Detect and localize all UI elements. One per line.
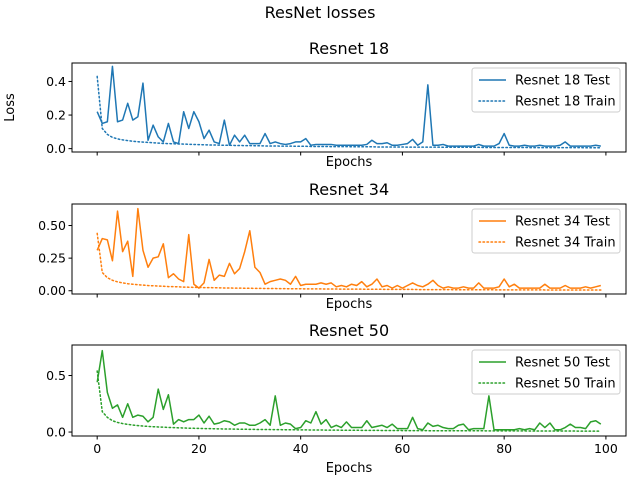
y-tick-label: 0.4 (46, 74, 66, 89)
legend-entry-label: Resnet 34 Test (515, 215, 610, 230)
axes-frame (71, 344, 627, 437)
series-group (96, 65, 602, 149)
series-line-train (96, 370, 602, 432)
subplot-title: Resnet 50 (309, 321, 389, 340)
figure-suptitle: ResNet losses (265, 3, 376, 22)
legend: Resnet 50 Test Resnet 50 Train (471, 349, 621, 395)
x-axis-label: Epochs (326, 297, 373, 312)
y-tick-label: 0.25 (38, 251, 66, 266)
axes-frame (71, 62, 627, 153)
legend: Resnet 34 Test Resnet 34 Train (471, 208, 621, 254)
x-axis-label: Epochs (326, 461, 373, 476)
x-tick-label: 0 (93, 441, 101, 456)
x-tick-label: 40 (293, 441, 309, 456)
x-tick-label: 20 (191, 441, 207, 456)
series-line-test (96, 65, 601, 147)
legend-frame (471, 208, 621, 254)
legend-entry-label: Resnet 18 Test (515, 74, 610, 89)
legend-frame (471, 349, 621, 395)
subplot-title: Resnet 18 (309, 39, 389, 58)
subplot-title: Resnet 34 (309, 180, 389, 199)
series-line-test (96, 207, 602, 289)
y-axis-label: Loss (3, 93, 18, 122)
y-tick-label: 0.0 (46, 425, 66, 440)
subplot-1: Resnet 18 0.0 0.2 0.4 Epochs Loss Resnet 18 Te… (3, 39, 627, 170)
y-tick-label: 0.5 (46, 368, 66, 383)
series-line-train (96, 232, 602, 291)
x-tick-label: 100 (594, 441, 618, 456)
series-group (96, 207, 602, 291)
subplot-3: Resnet 50 0.0 0.5 0 20 40 60 80 100 Epochs Resnet … (46, 321, 627, 476)
subplots-container: Resnet 18 0.0 0.2 0.4 Epochs Loss Resnet 18 Te… (3, 39, 627, 476)
series-line-test (96, 349, 602, 431)
series-group (96, 349, 602, 432)
x-tick-label: 80 (496, 441, 512, 456)
legend-frame (471, 67, 621, 113)
x-axis-label: Epochs (326, 155, 373, 170)
legend-entry-label: Resnet 18 Train (515, 95, 616, 110)
x-tick-label: 60 (394, 441, 410, 456)
legend-entry-label: Resnet 34 Train (515, 236, 616, 251)
y-tick-label: 0.50 (38, 218, 66, 233)
y-tick-label: 0.0 (46, 141, 66, 156)
legend: Resnet 18 Test Resnet 18 Train (471, 67, 621, 113)
subplot-2: Resnet 34 0.00 0.25 0.50 Epochs Resnet 34 Tes… (38, 180, 627, 312)
axes-frame (71, 203, 627, 295)
y-tick-label: 0.2 (46, 108, 66, 123)
legend-entry-label: Resnet 50 Train (515, 377, 616, 392)
legend-entry-label: Resnet 50 Test (515, 356, 610, 371)
y-tick-label: 0.00 (38, 283, 66, 298)
